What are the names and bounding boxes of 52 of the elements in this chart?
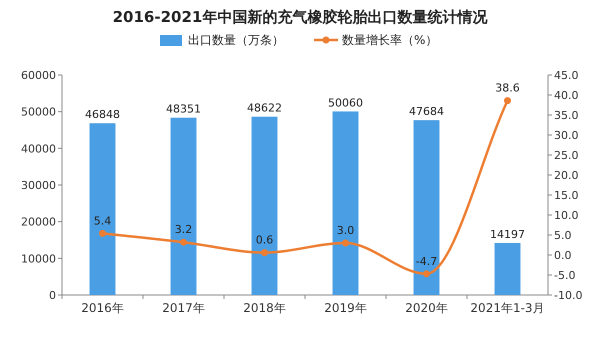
point [261,249,268,256]
data-label: 3.2 [174,223,192,236]
bar [252,116,278,295]
y2-tick-label: -5.0 [554,269,576,282]
x-tick-label: 2018年 [243,301,286,315]
legend-label: 数量增长率（%） [342,33,438,47]
data-label: 48351 [166,102,201,116]
bar [494,242,520,295]
data-label: 46848 [85,108,120,122]
data-label: 5.4 [94,214,112,228]
y2-tick-label: 45.0 [554,69,578,82]
x-tick-label: 2016年 [81,301,124,315]
bar [414,120,440,295]
y-tick-label: 50000 [21,106,56,119]
y-tick-label: 40000 [21,142,56,156]
data-label: 14197 [490,228,525,241]
y2-tick-label: 5.0 [554,229,572,242]
y2-tick-label: 20.0 [554,169,578,182]
x-tick-label: 2020年 [405,301,448,315]
y-tick-label: 10000 [21,252,56,266]
data-label: 48622 [247,102,282,115]
bar [90,123,116,295]
y2-tick-label: 15.0 [554,189,578,202]
y2-tick-label: 30.0 [554,129,578,142]
data-label: 50060 [328,96,363,110]
y-tick-label: 0 [49,289,56,302]
data-label: 0.6 [256,234,274,247]
y-tick-label: 20000 [21,216,56,229]
y2-tick-label: 35.0 [554,109,578,122]
point [180,238,187,246]
point [423,270,430,278]
x-tick-label: 2017年 [162,301,205,315]
chart-title: 2016-2021年中国新的充气橡胶轮胎出口数量统计情况 [112,8,488,26]
bar [332,111,358,295]
point [342,240,349,246]
y-tick-label: 60000 [21,69,56,82]
data-label: 3.0 [336,224,354,237]
bar [170,118,196,295]
data-label: 47684 [409,105,444,118]
y2-tick-label: 25.0 [554,149,578,162]
x-tick-label: 2019年 [324,301,367,315]
point [99,230,106,237]
y2-tick-label: 10.0 [554,209,578,222]
y-tick-label: 30000 [21,179,56,192]
y2-tick-label: -10.0 [554,289,582,302]
data-label: 38.6 [495,82,520,95]
legend-label: 出口数量（万条） [188,33,284,47]
x-tick-label: 2021年1-3月 [470,301,545,315]
data-label: -4.7 [416,254,438,268]
point [504,97,511,104]
y2-tick-label: 0.0 [554,249,572,262]
y2-tick-label: 40.0 [554,89,578,102]
